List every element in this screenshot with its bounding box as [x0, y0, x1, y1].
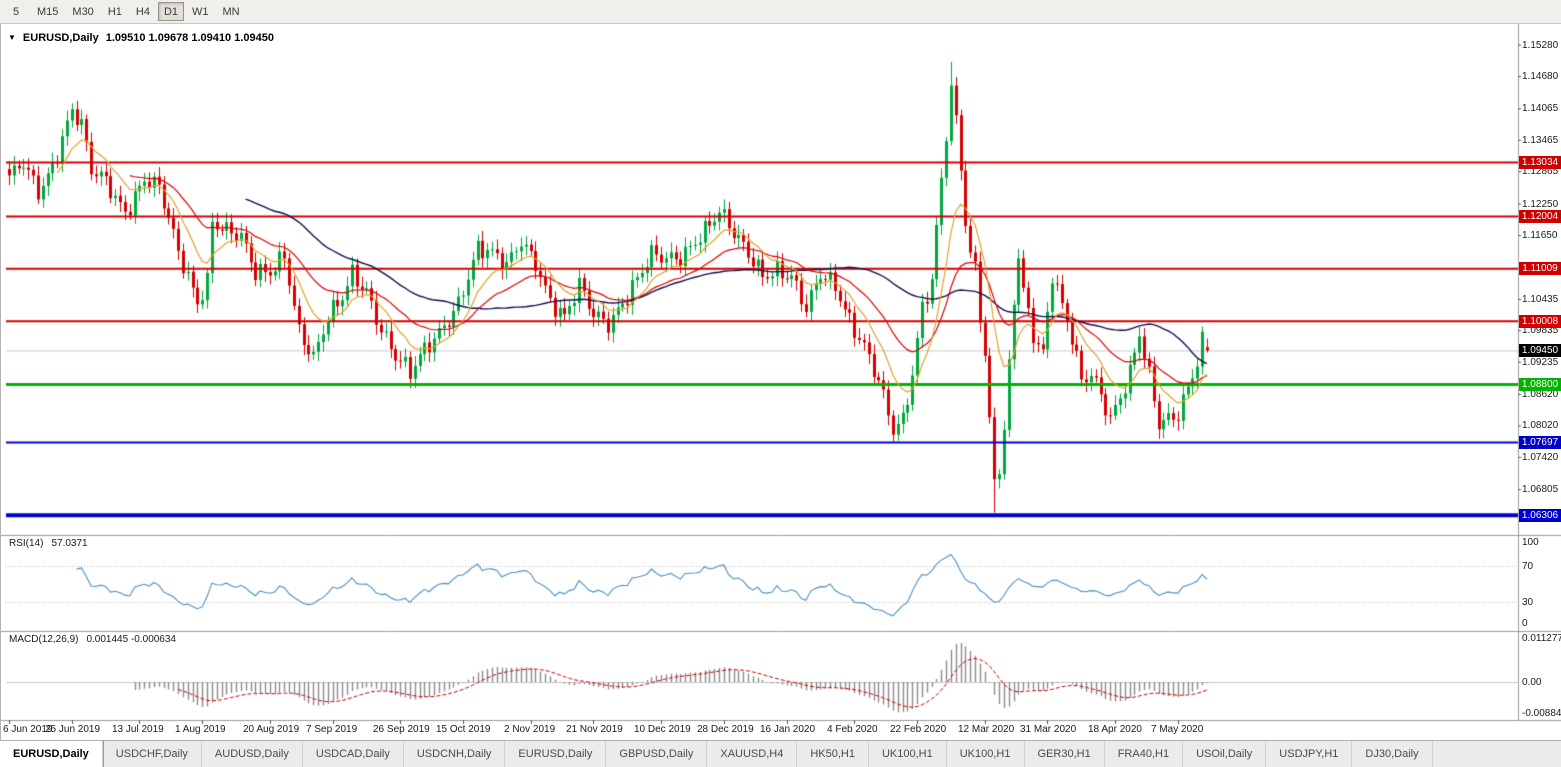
price-axis-label: 1.15280	[1522, 39, 1559, 51]
macd-values: 0.001445 -0.000634	[86, 634, 176, 645]
date-axis-label: 15 Oct 2019	[436, 724, 491, 735]
rsi-name: RSI(14)	[9, 538, 44, 549]
price-level-tag: 1.08800	[1519, 378, 1561, 392]
chart-tab-dj30-daily[interactable]: DJ30,Daily	[1352, 741, 1433, 767]
date-axis-label: 20 Aug 2019	[243, 724, 300, 735]
rsi-axis-label: 0	[1522, 618, 1528, 629]
price-axis-label: 1.14065	[1522, 103, 1559, 115]
macd-indicator-label: MACD(12,26,9) 0.001445 -0.000634	[9, 634, 176, 645]
price-axis-label: 1.11650	[1522, 230, 1558, 242]
price-level-tag: 1.06306	[1519, 508, 1561, 522]
timeframe-button-h1[interactable]: H1	[107, 5, 122, 18]
date-axis-label: 25 Jun 2019	[45, 724, 101, 735]
rsi-indicator-label: RSI(14) 57.0371	[9, 538, 88, 549]
chart-symbol-label: EURUSD,Daily	[22, 32, 99, 44]
date-axis-label: 1 Aug 2019	[175, 724, 226, 735]
date-axis-label: 18 Apr 2020	[1088, 724, 1142, 735]
date-axis-label: 4 Feb 2020	[827, 724, 878, 735]
date-axis-label: 6 Jun 2019	[3, 724, 53, 735]
macd-axis-label: 0.00	[1522, 677, 1542, 689]
price-axis-label: 1.10435	[1522, 293, 1559, 305]
date-axis-label: 12 Mar 2020	[958, 724, 1015, 735]
macd-axis-label: -0.008845	[1522, 708, 1561, 719]
timeframe-button-m15[interactable]: M15	[37, 5, 59, 18]
price-axis-label: 1.08020	[1522, 420, 1559, 432]
price-axis-label: 1.14680	[1522, 71, 1559, 83]
timeframe-button-w1[interactable]: W1	[192, 5, 209, 18]
price-level-tag: 1.13034	[1519, 155, 1561, 169]
timeframe-button-m30[interactable]: M30	[72, 5, 94, 18]
timeframe-button-h4[interactable]: H4	[135, 5, 150, 18]
chart-tab-usdcad-daily[interactable]: USDCAD,Daily	[303, 741, 404, 767]
date-axis-label: 16 Jan 2020	[760, 724, 816, 735]
date-axis-label: 13 Jul 2019	[112, 724, 164, 735]
price-level-tag: 1.11009	[1519, 262, 1561, 276]
rsi-axis-label: 30	[1522, 597, 1534, 608]
chart-tab-eurusd-daily[interactable]: EURUSD,Daily	[0, 741, 103, 767]
price-axis-label: 1.12865	[1522, 166, 1559, 178]
date-axis-label: 2 Nov 2019	[504, 724, 556, 735]
chart-tab-ger30-h1[interactable]: GER30,H1	[1025, 741, 1105, 767]
chart-tab-usdchf-daily[interactable]: USDCHF,Daily	[103, 741, 202, 767]
rsi-value: 57.0371	[51, 538, 88, 549]
price-axis-label: 1.09835	[1522, 325, 1559, 337]
price-level-tag: 1.07697	[1519, 435, 1561, 449]
price-axis-label: 1.09235	[1522, 356, 1559, 368]
rsi-axis-label: 100	[1522, 537, 1539, 548]
price-axis-label: 1.06805	[1522, 484, 1559, 496]
price-chart-canvas[interactable]	[1, 24, 1561, 740]
date-axis-label: 26 Sep 2019	[373, 724, 430, 735]
chart-tab-uk100-h1[interactable]: UK100,H1	[947, 741, 1025, 767]
chart-tab-audusd-daily[interactable]: AUDUSD,Daily	[202, 741, 303, 767]
price-axis-label: 1.07420	[1522, 451, 1559, 463]
chart-tab-xauusd-h4[interactable]: XAUUSD,H4	[707, 741, 798, 767]
price-axis-label: 1.12250	[1522, 198, 1559, 210]
price-level-tag: 1.10008	[1519, 314, 1561, 328]
chart-tab-usdcnh-daily[interactable]: USDCNH,Daily	[404, 741, 506, 767]
chart-window: ▼ EURUSD,Daily 1.09510 1.09678 1.09410 1…	[0, 24, 1561, 740]
chart-tab-usoil-daily[interactable]: USOil,Daily	[1183, 741, 1267, 767]
chart-tabs-bar: EURUSD,Daily USDCHF,Daily AUDUSD,Daily USDC…	[0, 740, 1561, 767]
date-axis-label: 10 Dec 2019	[634, 724, 691, 735]
timeframe-button-5[interactable]: 5	[12, 5, 20, 18]
price-level-tag: 1.12004	[1519, 209, 1561, 223]
date-axis-label: 7 May 2020	[1151, 724, 1204, 735]
chart-tab-gbpusd-daily[interactable]: GBPUSD,Daily	[606, 741, 708, 767]
date-axis-label: 28 Dec 2019	[697, 724, 754, 735]
chart-tab-eurusd-daily[interactable]: EURUSD,Daily	[505, 741, 607, 767]
price-axis-label: 1.13465	[1522, 134, 1559, 146]
timeframe-toolbar: 5 M15 M30 H1 H4 D1 W1 MN	[0, 0, 1561, 24]
date-axis-label: 7 Sep 2019	[306, 724, 358, 735]
timeframe-button-mn[interactable]: MN	[222, 5, 240, 18]
price-axis-label: 1.08620	[1522, 388, 1559, 400]
chart-dropdown-arrow-icon[interactable]: ▼	[8, 33, 16, 42]
chart-tab-usdjpy-h1[interactable]: USDJPY,H1	[1266, 741, 1353, 767]
chart-title: ▼ EURUSD,Daily 1.09510 1.09678 1.09410 1…	[8, 32, 274, 44]
timeframe-button-d1[interactable]: D1	[157, 2, 184, 21]
chart-tab-uk100-h1[interactable]: UK100,H1	[869, 741, 947, 767]
macd-axis-label: 0.011277	[1522, 633, 1561, 644]
date-axis-label: 21 Nov 2019	[566, 724, 623, 735]
chart-tab-fra40-h1[interactable]: FRA40,H1	[1105, 741, 1184, 767]
chart-ohlc-values: 1.09510 1.09678 1.09410 1.09450	[105, 32, 274, 44]
macd-name: MACD(12,26,9)	[9, 634, 79, 645]
current-price-tag: 1.09450	[1519, 343, 1561, 357]
rsi-axis-label: 70	[1522, 561, 1534, 572]
date-axis-label: 31 Mar 2020	[1020, 724, 1077, 735]
chart-tab-hk50-h1[interactable]: HK50,H1	[797, 741, 869, 767]
date-axis-label: 22 Feb 2020	[890, 724, 947, 735]
